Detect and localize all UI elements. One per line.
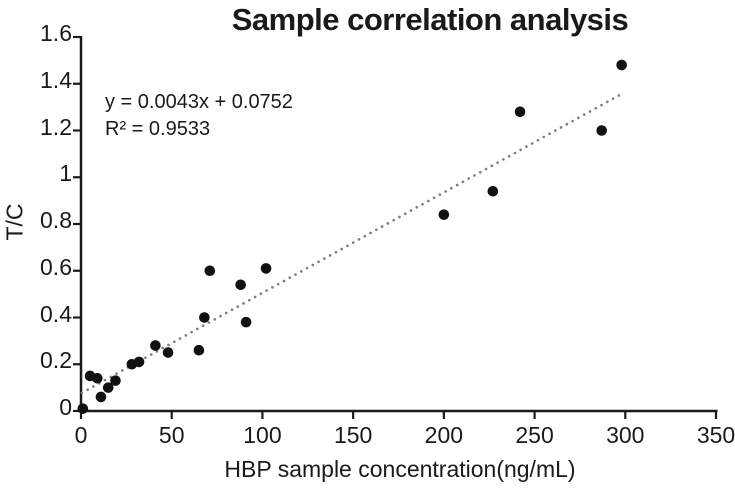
x-tick-label: 200	[424, 422, 464, 448]
data-point	[240, 316, 252, 328]
data-point	[133, 356, 145, 368]
data-point	[260, 263, 272, 274]
data-point	[204, 265, 216, 277]
regression-equation-text: y = 0.0043x + 0.0752	[105, 91, 293, 113]
y-tick-label: 1.6	[40, 20, 72, 46]
x-tick-label: 300	[606, 422, 645, 448]
y-tick-label: 0	[59, 394, 72, 420]
x-tick-label: 0	[74, 422, 88, 448]
regression-annotation: y = 0.0043x + 0.0752 R² = 0.9533	[105, 89, 293, 143]
data-point	[162, 347, 174, 358]
y-tick-label: 0.4	[40, 300, 72, 327]
x-tick-label: 250	[515, 422, 554, 448]
data-point	[616, 59, 627, 71]
data-point	[514, 106, 526, 118]
x-tick-label: 150	[333, 422, 373, 448]
data-point	[95, 391, 107, 403]
y-tick-label: 0.6	[40, 253, 72, 280]
data-point	[102, 382, 114, 393]
data-point	[193, 344, 205, 356]
data-point	[150, 340, 161, 351]
x-tick-label: 100	[243, 422, 282, 448]
chart-title: Sample correlation analysis	[231, 2, 629, 37]
y-tick-label: 0.2	[40, 347, 72, 374]
data-point	[110, 375, 121, 386]
x-tick-label: 350	[696, 422, 735, 448]
x-tick-label: 50	[158, 422, 185, 448]
y-tick-label: 0.8	[40, 207, 72, 233]
r-squared-text: R² = 0.9533	[105, 118, 211, 140]
data-point	[199, 312, 210, 323]
data-point	[92, 372, 103, 384]
data-point	[235, 279, 246, 291]
data-point	[596, 125, 607, 136]
y-tick-label: 1.4	[40, 66, 72, 93]
y-tick-label: 1	[59, 160, 72, 187]
data-point	[487, 185, 499, 197]
x-axis-title: HBP sample concentration(ng/mL)	[224, 456, 576, 482]
data-point	[77, 403, 89, 414]
trend-line	[80, 93, 622, 395]
y-tick-label: 1.2	[40, 113, 72, 140]
data-point	[438, 209, 450, 220]
